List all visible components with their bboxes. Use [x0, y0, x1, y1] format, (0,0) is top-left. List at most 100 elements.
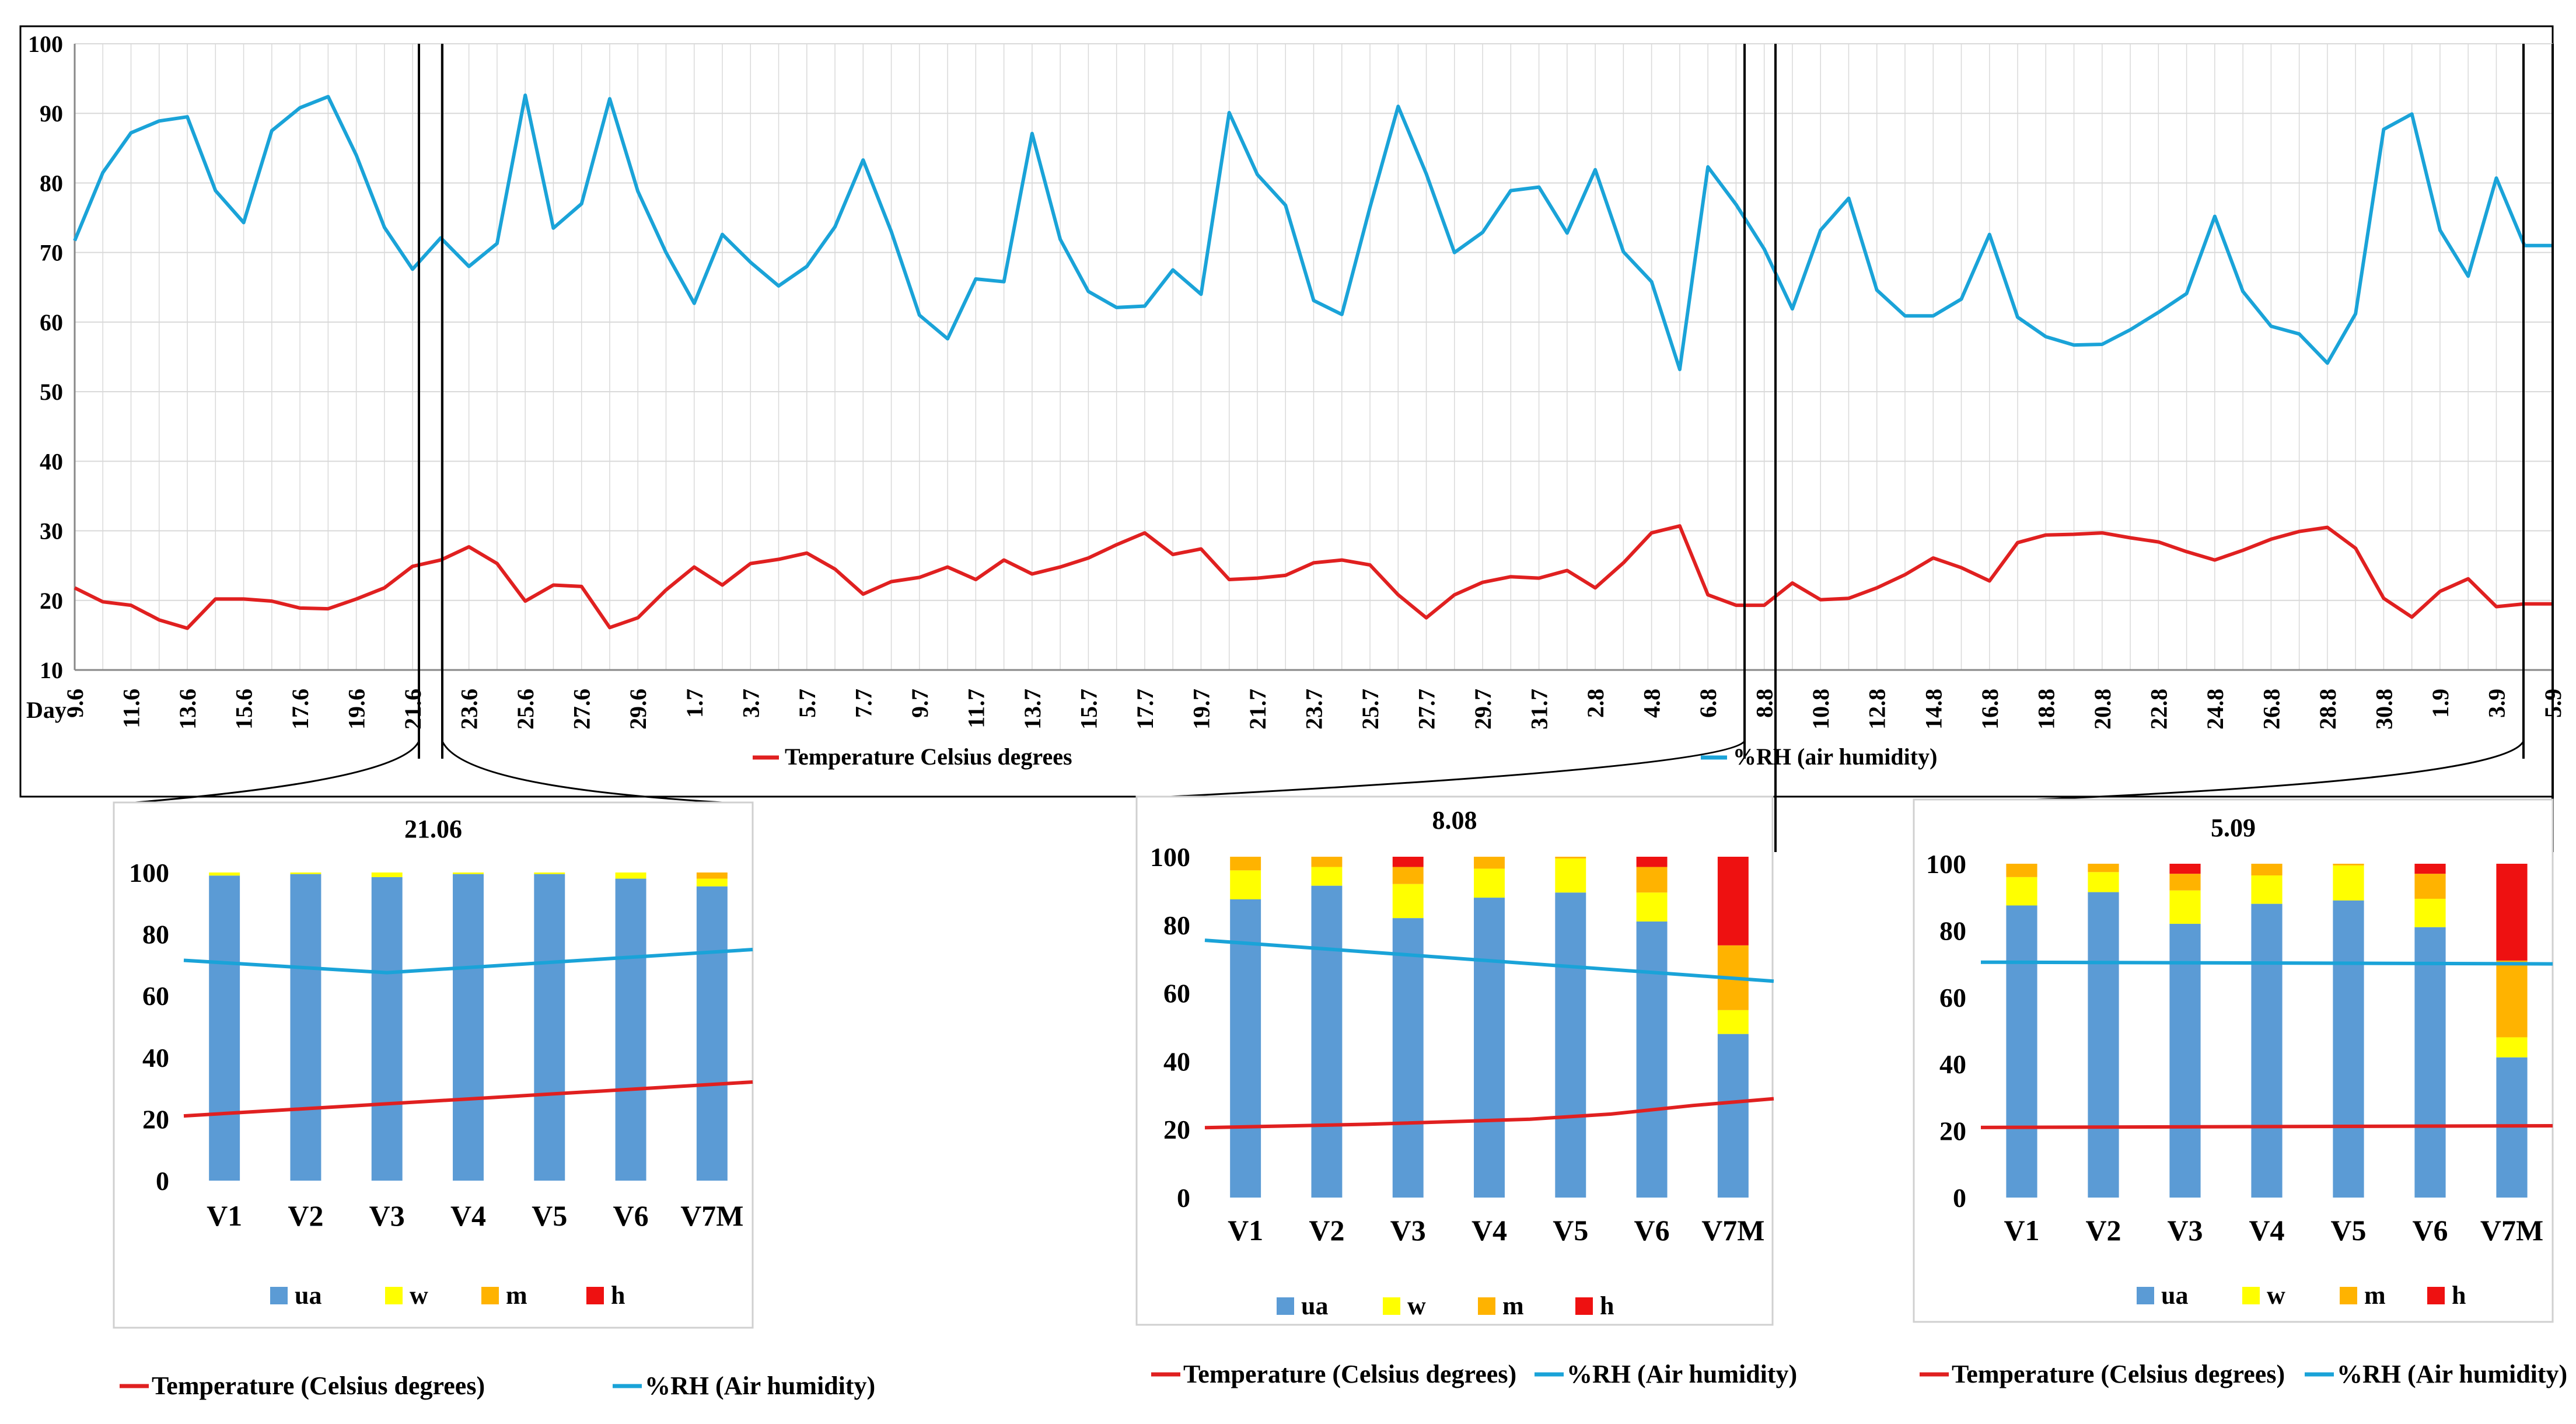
bar-segment-ua: [2006, 905, 2037, 1198]
temperature-trend-line: [183, 1080, 753, 1118]
bar-segment-m: [1311, 857, 1343, 867]
x-tick-label: 22.8: [2145, 689, 2172, 730]
bar-segment-w: [615, 872, 646, 879]
zoom-connector-line: [1913, 741, 2525, 805]
bar-segment-w: [290, 872, 321, 874]
bar-segment-ua: [1555, 892, 1586, 1198]
x-tick-label: 29.6: [625, 689, 651, 730]
legend-label-h: h: [2452, 1281, 2466, 1310]
x-tick-label: 26.8: [2258, 689, 2284, 730]
zoom-connector-line: [113, 741, 420, 805]
y-tick-label: 0: [1177, 1183, 1190, 1213]
x-tick-label: V7M: [680, 1199, 743, 1232]
x-tick-label: V4: [450, 1199, 486, 1232]
legend-label-w: w: [1407, 1292, 1426, 1320]
humidity-series-line: [73, 93, 2553, 371]
x-tick-label: 14.8: [1920, 689, 1946, 730]
bar-segment-ua: [2169, 923, 2201, 1198]
bar-segment-h: [1392, 857, 1424, 867]
bar-segment-h: [1636, 857, 1668, 867]
temperature-trend-line: [1980, 1124, 2553, 1129]
bar-chart-5-09: 5.09 0 20 40 60 80 100 V1 V2 V3 V4 V5 V6 V7M ua w m h Temp…: [1913, 798, 2567, 1388]
legend-swatch-h: [2427, 1287, 2445, 1304]
y-tick-label: 20: [142, 1104, 169, 1134]
temperature-series-line: [74, 524, 2553, 630]
y-tick-label: 50: [40, 379, 63, 405]
x-tick-label: V2: [2085, 1214, 2121, 1247]
bar-segment-ua: [2414, 927, 2446, 1198]
x-tick-label: 16.8: [1977, 689, 2003, 730]
bar-segment-w: [453, 872, 484, 874]
bar-segment-ua: [1636, 921, 1668, 1198]
bar-segment-m: [2006, 864, 2037, 877]
legend-label-ua: ua: [295, 1281, 321, 1310]
legend-label-m: m: [506, 1281, 527, 1310]
y-tick-label: 30: [40, 518, 63, 545]
y-tick-label: 80: [40, 170, 63, 196]
x-tick-label: 3.7: [738, 689, 764, 718]
legend-label-temperature: Temperature (Celsius degrees): [152, 1371, 485, 1400]
x-tick-label: 1.9: [2427, 689, 2453, 718]
zoom-connector-line: [441, 741, 753, 805]
bar-segment-w: [2088, 872, 2119, 892]
legend-label-humidity: %RH (Air humidity): [645, 1371, 875, 1400]
bar-segment-w: [1230, 870, 1261, 899]
y-tick-label: 80: [1939, 916, 1966, 945]
legend-swatch-w: [385, 1287, 403, 1304]
x-tick-label: 8.8: [1752, 689, 1778, 718]
x-tick-label: V6: [2412, 1214, 2448, 1247]
x-tick-label: V1: [1228, 1214, 1263, 1247]
bar-segment-ua: [1474, 898, 1505, 1198]
y-tick-label: 40: [142, 1043, 169, 1073]
bar-segment-ua: [209, 875, 240, 1181]
y-tick-label: 90: [40, 100, 63, 127]
legend-swatch-ua: [2137, 1287, 2154, 1304]
bar-segment-w: [1474, 868, 1505, 898]
x-tick-label: 25.7: [1357, 689, 1383, 730]
bar-segment-ua: [534, 874, 565, 1181]
bar-segment-m: [1555, 857, 1586, 858]
bar-segment-ua: [1717, 1034, 1749, 1198]
x-tick-label: 27.6: [569, 689, 595, 730]
bar-segment-w: [1392, 884, 1424, 919]
legend-label-temperature: Temperature Celsius degrees: [785, 744, 1072, 770]
x-tick-label: 23.7: [1301, 689, 1327, 730]
bar-segment-w: [696, 878, 728, 886]
bar-segment-m: [2088, 864, 2119, 872]
x-tick-label: 15.7: [1075, 689, 1102, 730]
bar-segment-ua: [371, 877, 403, 1181]
y-tick-label: 0: [156, 1166, 169, 1196]
legend-label-m: m: [2364, 1281, 2386, 1310]
x-tick-label: V4: [2249, 1214, 2284, 1247]
bar-segment-w: [534, 872, 565, 874]
legend-swatch-w: [1383, 1297, 1400, 1315]
legend-swatch-m: [2340, 1287, 2357, 1304]
x-tick-label: V6: [1634, 1214, 1670, 1247]
y-tick-label: 0: [1953, 1183, 1966, 1213]
y-tick-label: 60: [40, 309, 63, 336]
y-tick-label: 80: [142, 920, 169, 950]
bar-segment-ua: [2251, 903, 2283, 1198]
bar-segment-m: [1474, 857, 1505, 869]
y-tick-label: 20: [1939, 1116, 1966, 1146]
y-tick-label: 60: [1163, 979, 1190, 1008]
x-tick-label: V2: [288, 1199, 323, 1232]
legend-label-h: h: [1600, 1292, 1614, 1320]
main-chart-frame: [19, 25, 2554, 798]
x-tick-label: 24.8: [2202, 689, 2228, 730]
legend-label-temperature: Temperature (Celsius degrees): [1183, 1360, 1516, 1388]
bar-segment-ua: [1392, 918, 1424, 1198]
y-tick-label: 100: [129, 858, 169, 888]
legend-label-w: w: [2267, 1281, 2285, 1310]
legend-swatch-ua: [270, 1287, 288, 1304]
x-tick-label: 19.6: [344, 689, 370, 730]
bar-segment-m: [1636, 867, 1668, 893]
humidity-trend-line: [1980, 960, 2553, 966]
x-tick-label: 15.6: [231, 689, 257, 730]
y-tick-label: 40: [40, 448, 63, 474]
bar-chart-8-08: 8.08 0 20 40 60 80 100 V1 V2 V3 V4 V5 V6 V7M ua w m h Temp…: [1135, 795, 1797, 1388]
legend-label-h: h: [611, 1281, 625, 1310]
x-tick-label: 11.7: [963, 689, 989, 728]
